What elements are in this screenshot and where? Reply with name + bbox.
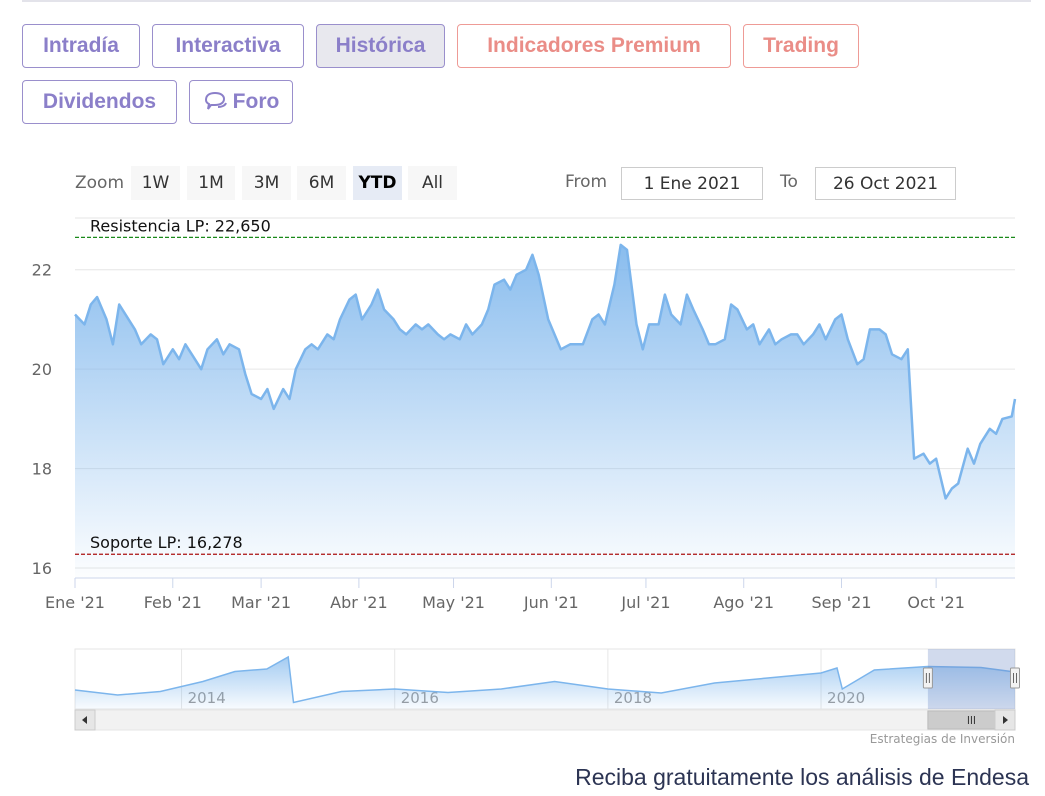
x-tick-label: Feb '21 xyxy=(144,593,202,612)
y-tick-label: 20 xyxy=(32,360,52,379)
price-area xyxy=(75,244,1015,578)
x-tick-label: Mar '21 xyxy=(231,593,291,612)
x-tick-label: Oct '21 xyxy=(907,593,965,612)
price-line xyxy=(74,243,1017,500)
axes: 16 18 20 22 Ene '21 Feb '21 Mar '21 Abr '21 May … xyxy=(32,261,1015,612)
price-chart: Resistencia LP: 22,650 Soporte LP: 16,278… xyxy=(32,216,1020,731)
x-tick-label: Jun '21 xyxy=(523,593,579,612)
zoom-3m-button[interactable]: 3M xyxy=(242,166,291,200)
support-label: Soporte LP: 16,278 xyxy=(90,533,243,552)
arrow-right-icon xyxy=(1003,716,1008,724)
to-label: To xyxy=(780,172,798,192)
y-tick-label: 22 xyxy=(32,261,52,280)
top-divider xyxy=(22,0,1031,2)
chat-bubbles-icon xyxy=(204,91,227,110)
plot-lines: Resistencia LP: 22,650 Soporte LP: 16,278 xyxy=(75,216,1015,555)
zoom-1w-button[interactable]: 1W xyxy=(131,166,180,200)
resistance-label: Resistencia LP: 22,650 xyxy=(90,216,271,235)
tab-dividendos[interactable]: Dividendos xyxy=(22,80,177,124)
tab-foro[interactable]: Foro xyxy=(189,80,293,124)
zoom-all-button[interactable]: All xyxy=(408,166,457,200)
to-date-input[interactable]: 26 Oct 2021 xyxy=(815,167,956,200)
zoom-label: Zoom xyxy=(75,173,125,193)
tab-interactiva[interactable]: Interactiva xyxy=(152,24,304,68)
x-tick-label: Abr '21 xyxy=(330,593,388,612)
x-tick-label: Sep '21 xyxy=(812,593,872,612)
zoom-1m-button[interactable]: 1M xyxy=(187,166,235,200)
x-tick-label: Jul '21 xyxy=(620,593,670,612)
tab-trading[interactable]: Trading xyxy=(743,24,859,68)
zoom-6m-button[interactable]: 6M xyxy=(297,166,346,200)
x-tick-label: Ene '21 xyxy=(45,593,105,612)
y-tick-label: 18 xyxy=(32,460,52,479)
navigator[interactable]: 2014201620182020 xyxy=(74,648,1020,731)
navigator-handle-right[interactable] xyxy=(1009,667,1020,689)
x-tick-label: Ago '21 xyxy=(713,593,774,612)
zoom-ytd-button[interactable]: YTD xyxy=(353,166,402,200)
tab-foro-label: Foro xyxy=(232,90,280,113)
arrow-left-icon xyxy=(82,716,87,724)
tab-historica[interactable]: Histórica xyxy=(316,24,445,68)
navigator-selection xyxy=(927,649,1015,709)
x-tick-label: May '21 xyxy=(422,593,485,612)
series-layer xyxy=(74,243,1017,578)
footer-cta[interactable]: Reciba gratuitamente los análisis de End… xyxy=(575,764,1029,790)
tab-intradia[interactable]: Intradía xyxy=(22,24,140,68)
credits[interactable]: Estrategias de Inversión xyxy=(869,732,1015,746)
from-date-input[interactable]: 1 Ene 2021 xyxy=(621,167,763,200)
navigator-line xyxy=(74,655,1016,704)
navigator-handle-left[interactable] xyxy=(922,667,933,689)
scrollbar-track[interactable] xyxy=(74,709,1016,731)
y-tick-label: 16 xyxy=(32,559,52,578)
from-label: From xyxy=(565,172,608,192)
tab-indicadores-premium[interactable]: Indicadores Premium xyxy=(457,24,731,68)
